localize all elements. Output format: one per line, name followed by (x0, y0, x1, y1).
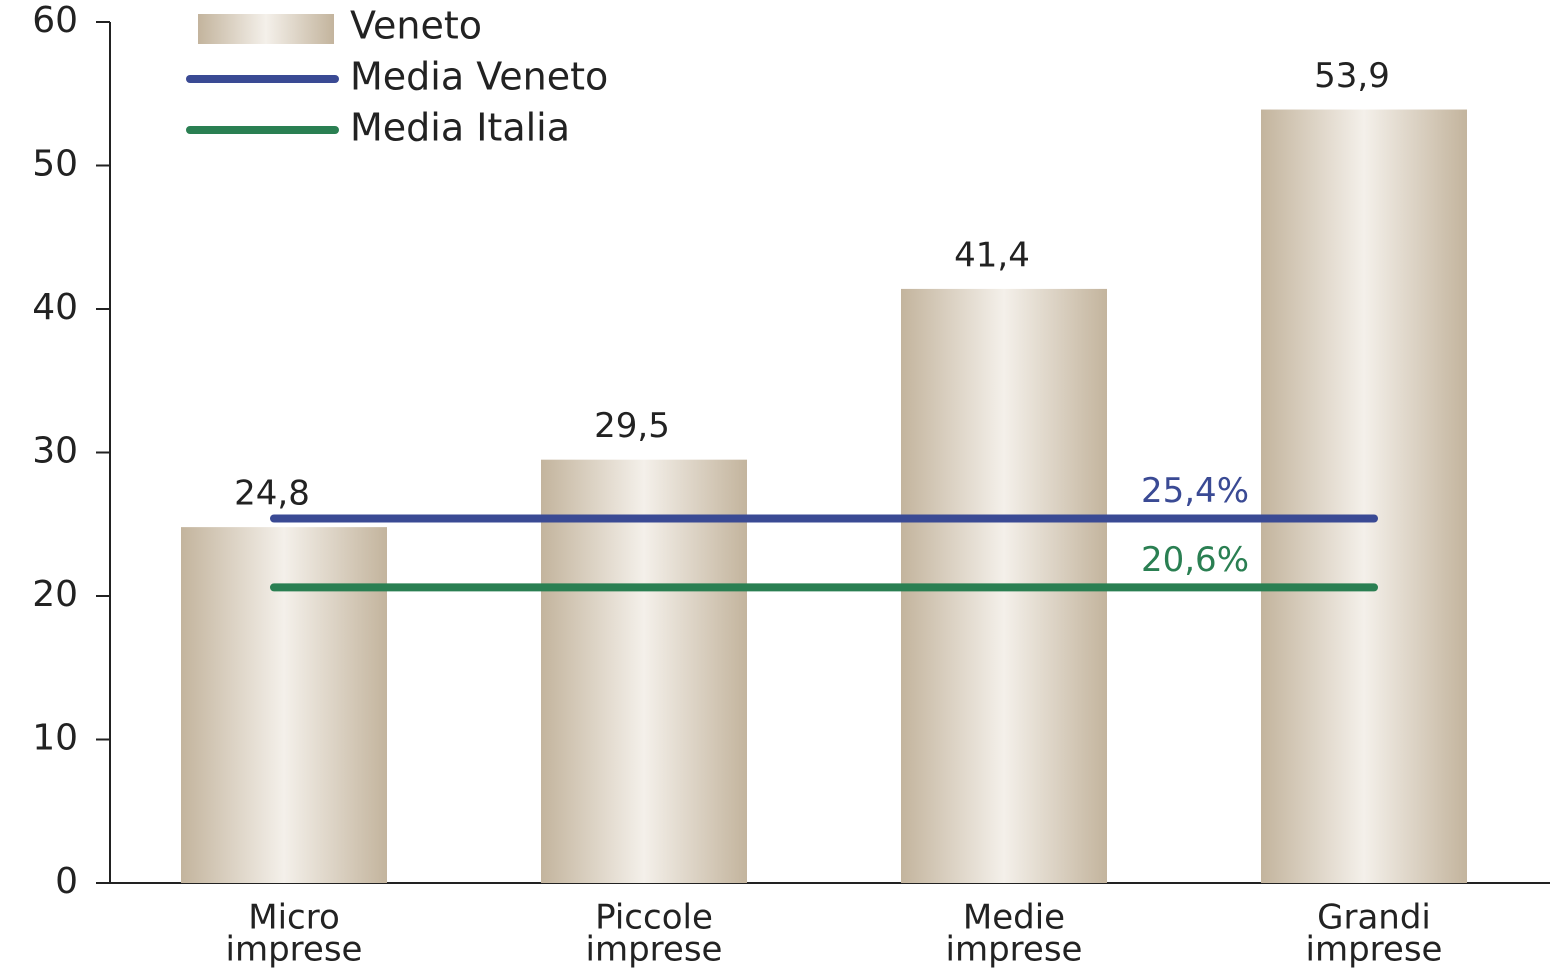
plot: 010203040506024,829,541,453,9Microimpres… (32, 0, 1550, 970)
legend-swatch (198, 14, 334, 44)
legend-label: Media Veneto (350, 55, 608, 99)
legend-label: Veneto (350, 4, 482, 48)
value-label: 24,8 (234, 474, 310, 514)
bar (1261, 109, 1467, 883)
x-tick-label: imprese (1306, 930, 1443, 970)
value-label: 53,9 (1314, 56, 1390, 96)
y-tick-label: 0 (55, 861, 78, 902)
x-tick-label: Medie (963, 898, 1065, 938)
reference-label: 20,6% (1141, 540, 1249, 580)
y-tick-label: 10 (32, 718, 78, 759)
y-tick-label: 60 (32, 0, 78, 41)
bar (181, 527, 387, 883)
legend-label: Media Italia (350, 106, 570, 150)
x-tick-label: Grandi (1317, 898, 1431, 938)
y-tick-label: 30 (32, 431, 78, 472)
y-tick-label: 50 (32, 144, 78, 185)
reference-label: 25,4% (1141, 471, 1249, 511)
x-tick-label: imprese (946, 930, 1083, 970)
value-label: 29,5 (594, 406, 670, 446)
value-label: 41,4 (954, 235, 1030, 275)
x-tick-label: Piccole (595, 898, 713, 938)
bar (541, 459, 747, 883)
y-tick-label: 20 (32, 574, 78, 615)
y-tick-label: 40 (32, 287, 78, 328)
x-tick-label: imprese (586, 930, 723, 970)
x-tick-label: Micro (248, 898, 340, 938)
x-tick-label: imprese (226, 930, 363, 970)
